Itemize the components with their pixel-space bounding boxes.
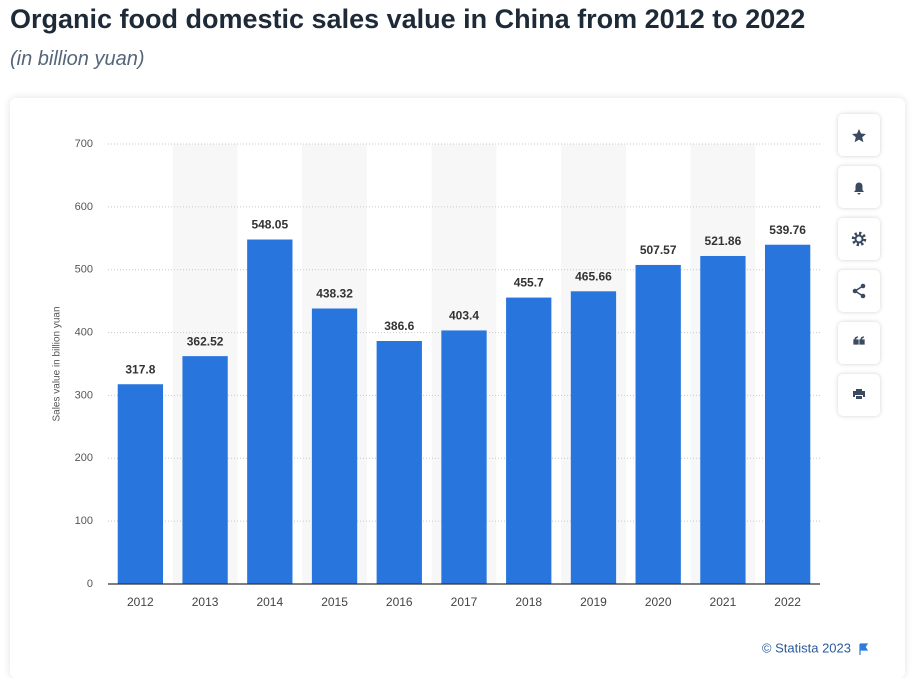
y-tick-label: 100: [75, 515, 93, 527]
x-tick-label: 2019: [580, 595, 607, 609]
bar: [570, 291, 617, 584]
x-tick-label: 2017: [451, 595, 478, 609]
bar: [506, 297, 552, 584]
data-label: 507.57: [640, 243, 677, 257]
share-icon: [852, 283, 866, 299]
y-tick-label: 700: [75, 138, 93, 150]
cite-button[interactable]: [838, 322, 880, 364]
bar: [635, 264, 681, 584]
data-label: 539.76: [769, 223, 806, 237]
toolbar: [838, 114, 880, 416]
chart-title: Organic food domestic sales value in Chi…: [10, 4, 806, 34]
bar: [376, 340, 422, 584]
data-label: 317.8: [125, 362, 155, 376]
x-tick-label: 2016: [386, 595, 413, 609]
x-tick-label: 2022: [774, 595, 801, 609]
gear-icon-center: [854, 234, 864, 244]
x-tick-label: 2021: [710, 595, 737, 609]
x-tick-label: 2013: [192, 595, 219, 609]
credit-flag: [859, 643, 869, 655]
bar: [117, 384, 164, 584]
y-axis-label: Sales value in billion yuan: [52, 306, 63, 421]
data-label: 438.32: [316, 287, 353, 301]
y-tick-label: 400: [75, 326, 93, 338]
x-tick-label: 2015: [321, 595, 348, 609]
y-tick-label: 600: [75, 201, 93, 213]
y-tick-label: 0: [87, 578, 93, 590]
data-label: 548.05: [251, 218, 288, 232]
settings-button[interactable]: [838, 218, 880, 260]
bar: [441, 330, 487, 584]
print-icon: [853, 389, 865, 399]
x-tick-label: 2018: [515, 595, 542, 609]
bar: [247, 239, 293, 585]
chart-subtitle: (in billion yuan): [10, 48, 145, 70]
data-label: 386.6: [384, 319, 414, 333]
data-label: 465.66: [575, 269, 612, 283]
bell-icon: [854, 182, 864, 195]
bar: [311, 308, 358, 584]
x-tick-label: 2020: [645, 595, 672, 609]
x-tick-label: 2014: [256, 595, 283, 609]
star-icon: [852, 129, 866, 143]
bar: [764, 244, 811, 584]
data-label: 521.86: [705, 234, 742, 248]
share-button[interactable]: [838, 270, 880, 312]
data-label: 403.4: [449, 309, 479, 323]
quote-icon: [853, 336, 865, 345]
x-tick-label: 2012: [127, 595, 154, 609]
gear-icon: [851, 231, 867, 247]
y-tick-label: 200: [75, 452, 93, 464]
y-tick-label: 500: [75, 264, 93, 276]
y-tick-label: 300: [75, 389, 93, 401]
credit: © Statista 2023: [762, 640, 851, 655]
data-label: 455.7: [514, 276, 544, 290]
data-label: 362.52: [187, 334, 224, 348]
bar: [182, 356, 228, 584]
bar: [700, 255, 746, 585]
